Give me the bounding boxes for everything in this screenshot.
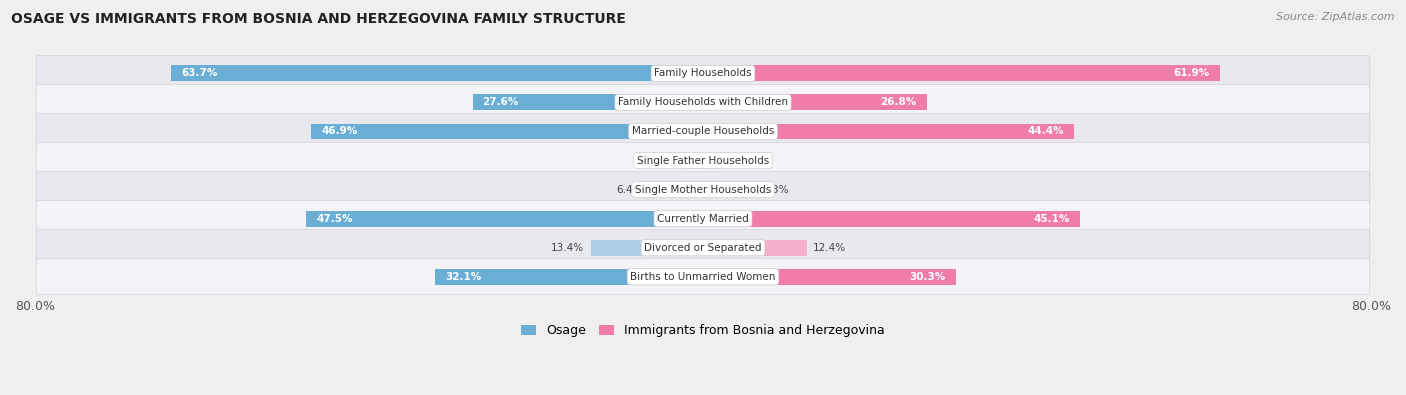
FancyBboxPatch shape — [37, 229, 1369, 266]
Bar — [172, 66, 703, 81]
Text: Source: ZipAtlas.com: Source: ZipAtlas.com — [1277, 12, 1395, 22]
Text: Divorced or Separated: Divorced or Separated — [644, 243, 762, 253]
Bar — [650, 182, 703, 198]
Bar — [591, 240, 703, 256]
Text: Married-couple Households: Married-couple Households — [631, 126, 775, 137]
Bar — [434, 269, 703, 285]
Bar — [703, 182, 755, 198]
Text: 63.7%: 63.7% — [181, 68, 218, 78]
Text: 47.5%: 47.5% — [316, 214, 353, 224]
FancyBboxPatch shape — [37, 143, 1369, 179]
FancyBboxPatch shape — [37, 55, 1369, 91]
Text: Births to Unmarried Women: Births to Unmarried Women — [630, 272, 776, 282]
FancyBboxPatch shape — [37, 113, 1369, 149]
Text: 2.5%: 2.5% — [650, 156, 675, 166]
Bar — [311, 124, 703, 139]
Text: Single Mother Households: Single Mother Households — [636, 184, 770, 195]
FancyBboxPatch shape — [37, 171, 1369, 208]
Text: Family Households with Children: Family Households with Children — [619, 98, 787, 107]
Bar — [703, 94, 927, 111]
Text: 12.4%: 12.4% — [813, 243, 846, 253]
Text: 32.1%: 32.1% — [444, 272, 481, 282]
Text: Currently Married: Currently Married — [657, 214, 749, 224]
Legend: Osage, Immigrants from Bosnia and Herzegovina: Osage, Immigrants from Bosnia and Herzeg… — [516, 320, 890, 342]
Text: 30.3%: 30.3% — [910, 272, 946, 282]
Text: 27.6%: 27.6% — [482, 98, 519, 107]
Bar — [703, 240, 807, 256]
Text: 45.1%: 45.1% — [1033, 214, 1070, 224]
Bar — [703, 152, 723, 169]
Text: 46.9%: 46.9% — [322, 126, 357, 137]
Text: 61.9%: 61.9% — [1174, 68, 1209, 78]
FancyBboxPatch shape — [37, 85, 1369, 120]
Bar — [703, 211, 1080, 227]
Text: OSAGE VS IMMIGRANTS FROM BOSNIA AND HERZEGOVINA FAMILY STRUCTURE: OSAGE VS IMMIGRANTS FROM BOSNIA AND HERZ… — [11, 12, 626, 26]
Text: 2.4%: 2.4% — [730, 156, 756, 166]
Text: 26.8%: 26.8% — [880, 98, 917, 107]
Text: 44.4%: 44.4% — [1028, 126, 1064, 137]
Text: 13.4%: 13.4% — [551, 243, 585, 253]
FancyBboxPatch shape — [37, 201, 1369, 237]
Bar — [703, 124, 1074, 139]
Text: 6.3%: 6.3% — [762, 184, 789, 195]
Bar — [703, 66, 1220, 81]
Bar — [307, 211, 703, 227]
Bar — [682, 152, 703, 169]
Text: 6.4%: 6.4% — [616, 184, 643, 195]
Text: Family Households: Family Households — [654, 68, 752, 78]
Text: Single Father Households: Single Father Households — [637, 156, 769, 166]
FancyBboxPatch shape — [37, 259, 1369, 295]
Bar — [472, 94, 703, 111]
Bar — [703, 269, 956, 285]
